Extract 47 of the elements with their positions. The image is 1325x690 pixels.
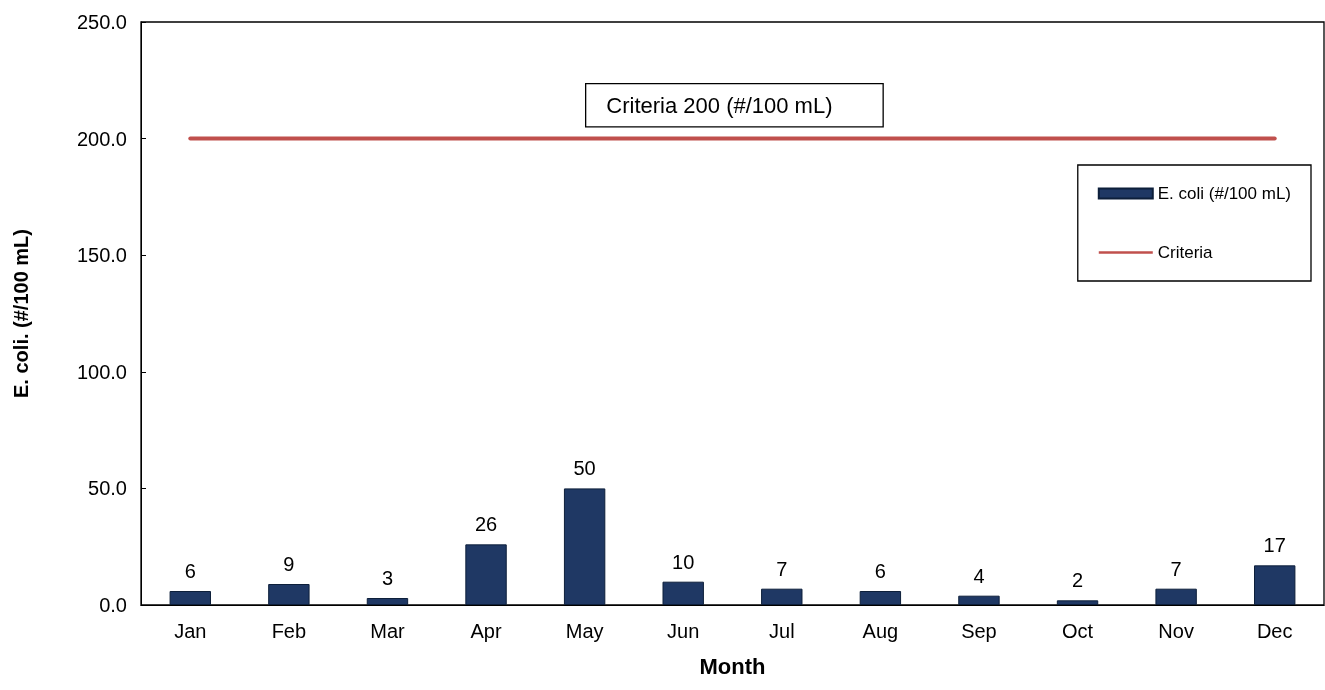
x-tick-label: Feb [271,620,307,642]
data-label: 9 [283,553,295,576]
data-label: 50 [573,457,596,480]
x-tick-label: Jul [769,620,795,642]
data-label: 7 [776,557,788,580]
bar [465,544,507,605]
x-axis-title: Month [699,653,766,679]
bar [1254,565,1296,605]
y-axis-title: E. coli. (#/100 mL) [10,229,32,398]
data-label: 3 [381,567,394,589]
bar [366,598,409,605]
x-tick-label: Aug [862,620,899,642]
y-tick-label: 250.0 [76,11,127,33]
bar [563,488,606,605]
y-tick-label: 200.0 [76,127,127,150]
x-tick-label: Mar [370,620,406,642]
bar [958,595,1000,605]
x-tick-label: May [565,620,604,642]
y-tick-label: 0.0 [99,594,127,616]
data-label: 6 [874,560,886,583]
bar [662,581,704,605]
data-label: 10 [672,550,695,573]
bar [761,588,803,605]
legend-label: Criteria [1157,243,1214,262]
x-tick-label: Dec [1256,620,1293,642]
x-tick-label: Jun [667,620,700,642]
data-label: 7 [1170,557,1182,580]
y-tick-label: 100.0 [76,360,127,383]
y-tick-label: 50.0 [88,477,127,500]
bar [859,591,902,605]
data-label: 17 [1263,534,1286,557]
x-tick-label: Nov [1158,620,1194,642]
x-tick-label: Oct [1061,620,1094,642]
bar [1056,600,1099,605]
bar [169,591,211,605]
data-label: 2 [1071,569,1084,592]
legend-label: E. coli (#/100 mL) [1157,184,1292,203]
data-label: 4 [973,564,985,587]
x-tick-label: Sep [961,620,997,642]
annotation: Criteria 200 (#/100 mL) [606,92,833,118]
x-tick-label: Jan [174,620,207,642]
data-label: 6 [184,560,196,583]
y-tick-label: 150.0 [76,244,127,267]
x-tick-label: Apr [470,620,502,642]
data-label: 26 [474,513,498,536]
bar [268,584,310,605]
bar [1155,588,1197,605]
